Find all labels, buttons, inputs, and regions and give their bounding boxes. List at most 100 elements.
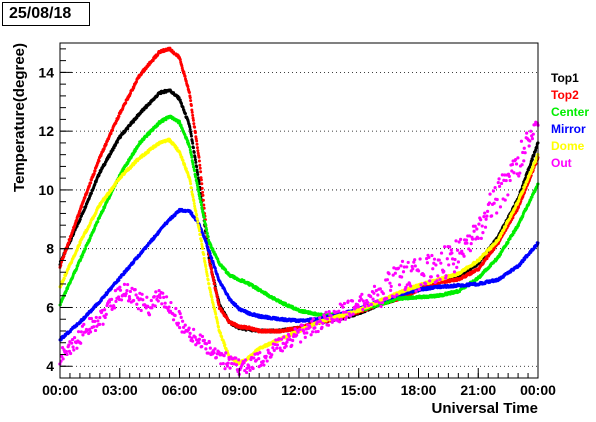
data-point bbox=[206, 235, 210, 239]
data-point bbox=[89, 191, 93, 195]
data-point bbox=[189, 99, 193, 103]
data-point bbox=[193, 169, 197, 173]
data-point bbox=[68, 237, 72, 241]
data-point bbox=[195, 139, 199, 143]
data-point bbox=[96, 220, 100, 224]
data-point bbox=[109, 132, 113, 136]
data-point bbox=[85, 191, 89, 195]
data-point bbox=[97, 159, 101, 163]
data-point bbox=[102, 147, 106, 151]
data-point bbox=[193, 125, 197, 129]
data-point bbox=[191, 162, 195, 166]
data-point bbox=[184, 79, 188, 83]
data-point bbox=[202, 216, 206, 220]
data-point bbox=[190, 108, 194, 112]
data-point bbox=[532, 153, 536, 157]
data-point bbox=[205, 241, 209, 245]
data-point bbox=[193, 158, 197, 162]
data-point bbox=[78, 217, 82, 221]
data-point bbox=[93, 169, 97, 173]
data-point bbox=[188, 127, 192, 131]
data-point bbox=[192, 122, 196, 126]
data-point bbox=[524, 176, 528, 180]
data-point bbox=[197, 190, 201, 194]
data-point bbox=[190, 110, 194, 114]
data-point bbox=[188, 125, 192, 129]
data-point bbox=[196, 151, 200, 155]
data-point bbox=[209, 265, 213, 269]
data-point bbox=[212, 279, 216, 283]
data-point bbox=[195, 146, 199, 150]
data-point bbox=[204, 223, 208, 227]
data-point bbox=[191, 118, 195, 122]
data-point bbox=[197, 155, 201, 159]
data-point bbox=[192, 150, 196, 154]
data-point bbox=[190, 155, 194, 159]
data-point bbox=[195, 165, 199, 169]
data-point bbox=[196, 173, 200, 177]
data-point bbox=[189, 134, 193, 138]
data-point bbox=[199, 176, 203, 180]
data-point bbox=[124, 101, 128, 105]
data-point bbox=[111, 128, 115, 132]
data-point bbox=[181, 105, 185, 109]
data-point bbox=[189, 104, 193, 108]
data-point bbox=[200, 186, 204, 190]
data-point bbox=[198, 163, 202, 167]
data-point bbox=[217, 303, 221, 307]
data-point bbox=[506, 240, 510, 244]
data-point bbox=[209, 267, 213, 271]
data-point bbox=[196, 149, 200, 153]
data-point bbox=[191, 113, 195, 117]
data-point bbox=[191, 146, 195, 150]
data-point bbox=[199, 178, 203, 182]
data-point bbox=[215, 295, 219, 299]
data-point bbox=[112, 146, 116, 150]
data-point bbox=[530, 158, 534, 162]
data-point bbox=[132, 120, 136, 124]
data-point bbox=[205, 228, 209, 232]
data-point bbox=[213, 282, 217, 286]
data-point bbox=[201, 193, 205, 197]
data-point bbox=[67, 241, 71, 245]
data-point bbox=[87, 184, 91, 188]
data-point bbox=[187, 91, 191, 95]
data-point bbox=[205, 232, 209, 236]
data-point bbox=[210, 256, 214, 260]
data-point bbox=[62, 276, 66, 280]
data-point bbox=[89, 181, 93, 185]
data-point bbox=[194, 175, 198, 179]
data-point bbox=[134, 80, 138, 84]
data-point bbox=[115, 140, 119, 144]
data-point bbox=[196, 176, 200, 180]
series-layer bbox=[58, 46, 540, 376]
data-point bbox=[191, 141, 195, 145]
data-point bbox=[197, 179, 201, 183]
data-point bbox=[192, 165, 196, 169]
data-point bbox=[193, 155, 197, 159]
data-point bbox=[215, 291, 219, 295]
data-point bbox=[197, 159, 201, 163]
data-point bbox=[208, 260, 212, 264]
data-point bbox=[188, 96, 192, 100]
data-point bbox=[201, 198, 205, 202]
data-point bbox=[197, 182, 201, 186]
data-point bbox=[199, 200, 203, 204]
data-point bbox=[195, 142, 199, 146]
data-point bbox=[202, 203, 206, 207]
data-point bbox=[201, 190, 205, 194]
data-point bbox=[193, 131, 197, 135]
data-point bbox=[92, 172, 96, 176]
data-point bbox=[186, 85, 190, 89]
data-point bbox=[62, 254, 66, 258]
data-point bbox=[188, 145, 192, 149]
data-point bbox=[198, 197, 202, 201]
data-point bbox=[199, 170, 203, 174]
data-point bbox=[183, 74, 187, 78]
data-point bbox=[183, 112, 187, 116]
data-point bbox=[195, 170, 199, 174]
data-point bbox=[199, 203, 203, 207]
data-point bbox=[117, 114, 121, 118]
data-point bbox=[200, 182, 204, 186]
